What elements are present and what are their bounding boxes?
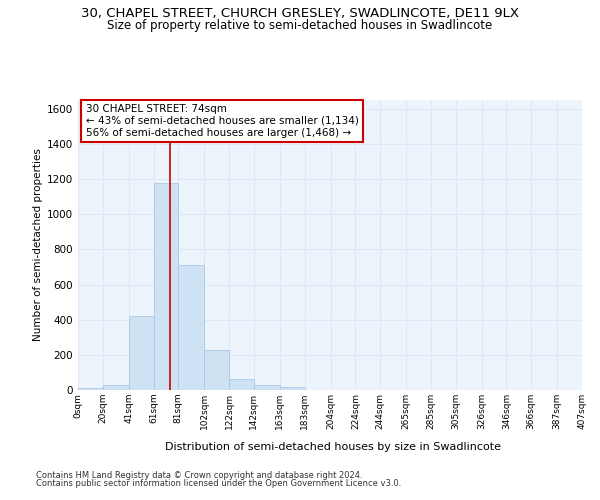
Bar <box>205 350 229 390</box>
Bar <box>78 388 103 390</box>
Bar <box>129 316 154 390</box>
Text: Distribution of semi-detached houses by size in Swadlincote: Distribution of semi-detached houses by … <box>165 442 501 452</box>
Text: Contains HM Land Registry data © Crown copyright and database right 2024.: Contains HM Land Registry data © Crown c… <box>36 471 362 480</box>
Bar <box>254 384 280 390</box>
Text: 30 CHAPEL STREET: 74sqm
← 43% of semi-detached houses are smaller (1,134)
56% of: 30 CHAPEL STREET: 74sqm ← 43% of semi-de… <box>86 104 358 138</box>
Bar <box>103 384 129 390</box>
Y-axis label: Number of semi-detached properties: Number of semi-detached properties <box>33 148 43 342</box>
Bar <box>280 388 305 390</box>
Bar <box>229 378 254 390</box>
Text: Contains public sector information licensed under the Open Government Licence v3: Contains public sector information licen… <box>36 478 401 488</box>
Text: 30, CHAPEL STREET, CHURCH GRESLEY, SWADLINCOTE, DE11 9LX: 30, CHAPEL STREET, CHURCH GRESLEY, SWADL… <box>81 8 519 20</box>
Bar <box>154 182 178 390</box>
Bar <box>178 265 205 390</box>
Text: Size of property relative to semi-detached houses in Swadlincote: Size of property relative to semi-detach… <box>107 19 493 32</box>
